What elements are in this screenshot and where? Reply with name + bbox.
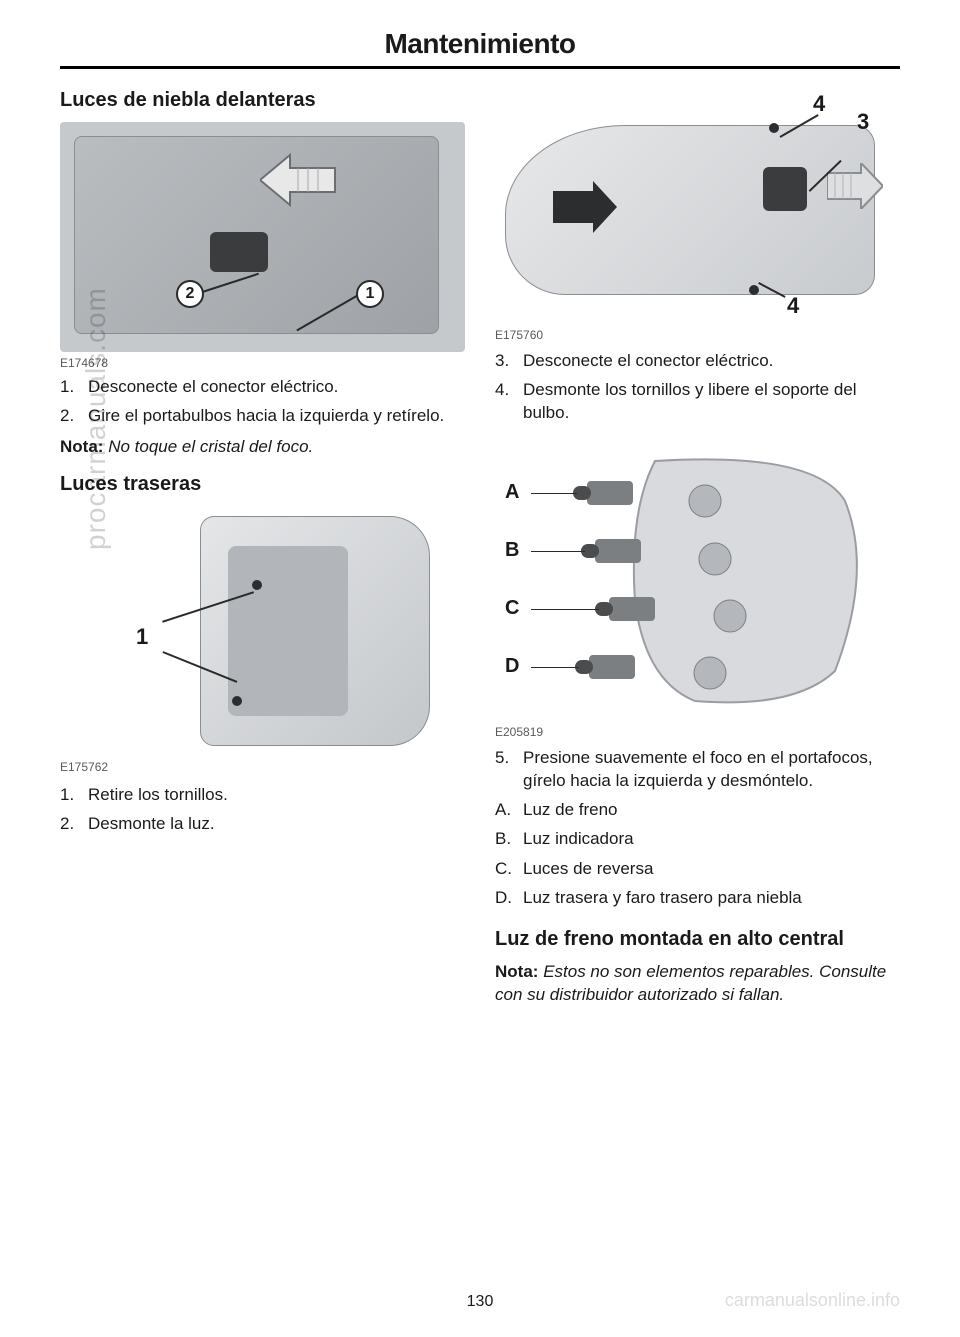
step-number: 4. — [495, 379, 513, 425]
figure-rear-assembly: 4 3 4 — [495, 89, 900, 324]
step-item: 1. Desconecte el conector eléctrico. — [60, 376, 465, 399]
leader-line — [531, 493, 577, 495]
step-text: Desconecte el conector eléctrico. — [523, 350, 773, 373]
callout-D: D — [505, 655, 519, 678]
leader-line — [531, 609, 599, 611]
socket-shape — [763, 167, 807, 211]
figure-fog-light: 2 1 — [60, 122, 465, 352]
figure-label: E175760 — [495, 328, 900, 342]
note-label: Nota: — [495, 962, 538, 981]
figure-bulb-holder: A B C D — [495, 441, 900, 721]
step-item: 4. Desmonte los tornillos y libere el so… — [495, 379, 900, 425]
step-text: Desconecte el conector eléctrico. — [88, 376, 338, 399]
arrow-in-icon — [553, 181, 617, 233]
left-column: Luces de niebla delanteras 2 1 — [60, 89, 465, 1007]
step-number: 1. — [60, 784, 78, 807]
panel-shape — [228, 546, 348, 716]
note-label: Nota: — [60, 437, 103, 456]
legend-item: D. Luz trasera y faro trasero para niebl… — [495, 885, 900, 911]
section-fog-lights-title: Luces de niebla delanteras — [60, 89, 465, 112]
step-text: Desmonte la luz. — [88, 813, 215, 836]
screw-dot — [769, 123, 779, 133]
bulb-shape — [609, 597, 655, 621]
step-item: 2. Gire el portabulbos hacia la izquierd… — [60, 405, 465, 428]
direction-arrow-icon — [260, 150, 340, 210]
legend-item: B. Luz indicadora — [495, 826, 900, 852]
step-text: Presione suavemente el foco en el portaf… — [523, 747, 900, 793]
callout-2: 2 — [176, 280, 204, 308]
legend-text: Luz trasera y faro trasero para niebla — [523, 885, 802, 911]
callout-4: 4 — [813, 91, 825, 117]
step-number: 3. — [495, 350, 513, 373]
figure-label: E175762 — [60, 760, 465, 774]
legend-letter: A. — [495, 797, 513, 823]
section-rear-lights-title: Luces traseras — [60, 473, 465, 496]
callout-B: B — [505, 539, 519, 562]
callout-3: 3 — [857, 109, 869, 135]
leader-line — [531, 551, 585, 553]
bulb-shape — [595, 539, 641, 563]
step-item: 2. Desmonte la luz. — [60, 813, 465, 836]
leader-line — [531, 667, 579, 669]
page-title: Mantenimiento — [60, 28, 900, 60]
step-number: 5. — [495, 747, 513, 793]
callout-C: C — [505, 597, 519, 620]
step-number: 1. — [60, 376, 78, 399]
callout-A: A — [505, 481, 519, 504]
note: Nota: No toque el cristal del foco. — [60, 436, 465, 459]
plate-shape — [615, 451, 875, 711]
screw-dot — [252, 580, 262, 590]
legend-text: Luz indicadora — [523, 826, 634, 852]
page-number: 130 — [0, 1293, 960, 1311]
note-text: No toque el cristal del foco. — [108, 437, 313, 456]
callout-1: 1 — [136, 624, 148, 650]
header-rule — [60, 66, 900, 69]
legend-letter: C. — [495, 856, 513, 882]
step-number: 2. — [60, 405, 78, 428]
manual-page: Mantenimiento Luces de niebla delanteras — [0, 0, 960, 1337]
figure-label: E205819 — [495, 725, 900, 739]
step-item: 1. Retire los tornillos. — [60, 784, 465, 807]
figure-label: E174678 — [60, 356, 465, 370]
screw-dot — [749, 285, 759, 295]
right-column: 4 3 4 E175760 3. Desconecte el conector … — [495, 89, 900, 1007]
step-item: 5. Presione suavemente el foco en el por… — [495, 747, 900, 793]
legend-letter: D. — [495, 885, 513, 911]
legend-item: A. Luz de freno — [495, 797, 900, 823]
legend-text: Luces de reversa — [523, 856, 653, 882]
legend-text: Luz de freno — [523, 797, 618, 823]
step-text: Gire el portabulbos hacia la izquierda y… — [88, 405, 444, 428]
content-columns: Luces de niebla delanteras 2 1 — [60, 89, 900, 1007]
step-item: 3. Desconecte el conector eléctrico. — [495, 350, 900, 373]
note: Nota: Estos no son elementos reparables.… — [495, 961, 900, 1007]
connector-shape — [210, 232, 268, 272]
legend-item: C. Luces de reversa — [495, 856, 900, 882]
bulb-shape — [587, 481, 633, 505]
section-high-brake-title: Luz de freno montada en alto central — [495, 927, 900, 951]
callout-1: 1 — [356, 280, 384, 308]
step-text: Retire los tornillos. — [88, 784, 228, 807]
screw-dot — [232, 696, 242, 706]
note-text: Estos no son elementos reparables. Consu… — [495, 962, 886, 1004]
figure-rear-light: 1 — [60, 506, 465, 756]
step-number: 2. — [60, 813, 78, 836]
step-text: Desmonte los tornillos y libere el sopor… — [523, 379, 900, 425]
legend-letter: B. — [495, 826, 513, 852]
bulb-shape — [589, 655, 635, 679]
arrow-out-icon — [827, 163, 883, 209]
callout-4b: 4 — [787, 293, 799, 319]
